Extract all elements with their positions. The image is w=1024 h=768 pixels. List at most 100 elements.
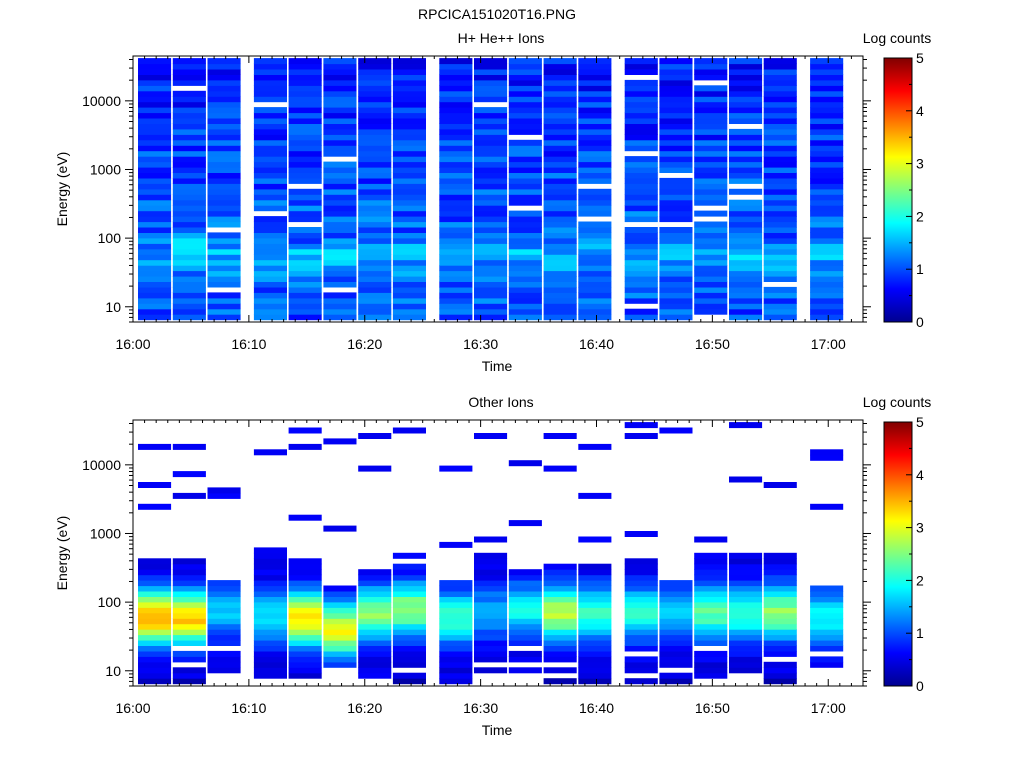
- heatmap-cell: [358, 672, 392, 679]
- heatmap-cell: [474, 596, 508, 603]
- heatmap-cell: [253, 205, 287, 212]
- heatmap-cell: [543, 74, 577, 81]
- heatmap-cell: [358, 112, 392, 119]
- heatmap-cell: [253, 667, 287, 674]
- heatmap-cell: [810, 58, 844, 65]
- heatmap-cell: [474, 58, 508, 65]
- heatmap-cell: [763, 150, 797, 157]
- heatmap-cell: [624, 90, 658, 97]
- heatmap-cell: [508, 667, 542, 674]
- heatmap-cell: [624, 596, 658, 603]
- heatmap-cell: [253, 188, 287, 195]
- heatmap-cell: [578, 672, 612, 679]
- heatmap-cell: [439, 580, 473, 587]
- heatmap-cell: [694, 607, 728, 614]
- heatmap-cell: [624, 128, 658, 135]
- heatmap-cell: [392, 112, 426, 119]
- heatmap-cell: [508, 90, 542, 97]
- heatmap-cell: [659, 237, 693, 244]
- heatmap-cell: [763, 591, 797, 597]
- heatmap-cell: [694, 150, 728, 157]
- heatmap-cell: [474, 177, 508, 184]
- heatmap-cell: [207, 134, 241, 141]
- heatmap-cell: [763, 63, 797, 70]
- heatmap-cell: [729, 85, 763, 92]
- heatmap-cell: [508, 601, 542, 608]
- heatmap-cell: [659, 216, 693, 223]
- heatmap-cell: [288, 629, 322, 636]
- heatmap-cell: [323, 118, 357, 124]
- heatmap-cell: [288, 237, 322, 244]
- heatmap-cell: [138, 85, 172, 92]
- heatmap-cell: [253, 591, 287, 597]
- heatmap-cell: [323, 96, 357, 103]
- heatmap-cell: [323, 607, 357, 614]
- heatmap-cell: [659, 74, 693, 81]
- heatmap-cell: [729, 476, 763, 483]
- heatmap-cell: [392, 210, 426, 217]
- heatmap-cell: [323, 128, 357, 135]
- heatmap-cell: [729, 150, 763, 157]
- heatmap-cell: [474, 634, 508, 641]
- x-tick-label: 16:30: [463, 700, 498, 716]
- heatmap-cell: [659, 656, 693, 663]
- heatmap-cell: [624, 286, 658, 293]
- heatmap-cell: [810, 276, 844, 282]
- heatmap-cell: [358, 308, 392, 315]
- heatmap-cell: [763, 183, 797, 190]
- heatmap-cell: [358, 79, 392, 86]
- heatmap-cell: [659, 107, 693, 114]
- heatmap-cell: [439, 139, 473, 146]
- heatmap-cell: [474, 640, 508, 646]
- heatmap-cell: [694, 199, 728, 206]
- heatmap-cell: [172, 90, 206, 97]
- heatmap-cell: [543, 591, 577, 597]
- heatmap-cell: [392, 118, 426, 124]
- heatmap-cell: [543, 177, 577, 184]
- heatmap-cell: [288, 232, 322, 239]
- heatmap-cell: [543, 596, 577, 603]
- heatmap-cell: [578, 227, 612, 233]
- heatmap-cell: [474, 156, 508, 163]
- heatmap-cell: [358, 303, 392, 310]
- heatmap-cell: [358, 128, 392, 135]
- heatmap-cell: [253, 134, 287, 141]
- heatmap-cell: [624, 314, 658, 321]
- heatmap-cell: [207, 139, 241, 146]
- heatmap-cell: [763, 276, 797, 282]
- heatmap-cell: [508, 69, 542, 75]
- heatmap-cell: [659, 276, 693, 282]
- heatmap-cell: [659, 167, 693, 173]
- heatmap-cell: [172, 161, 206, 168]
- heatmap-cell: [508, 118, 542, 124]
- heatmap-cell: [358, 177, 392, 184]
- heatmap-cell: [358, 123, 392, 130]
- heatmap-cell: [288, 118, 322, 124]
- heatmap-cell: [207, 183, 241, 190]
- heatmap-cell: [439, 640, 473, 646]
- heatmap-cell: [543, 265, 577, 272]
- heatmap-cell: [323, 177, 357, 184]
- heatmap-cell: [358, 243, 392, 250]
- heatmap-cell: [253, 623, 287, 630]
- heatmap-cell: [729, 205, 763, 212]
- heatmap-cell: [172, 607, 206, 614]
- heatmap-cell: [543, 308, 577, 315]
- heatmap-cell: [578, 134, 612, 141]
- heatmap-cell: [694, 536, 728, 543]
- heatmap-cell: [358, 281, 392, 288]
- heatmap-cell: [694, 640, 728, 646]
- heatmap-cell: [288, 216, 322, 223]
- heatmap-cell: [207, 596, 241, 603]
- heatmap-cell: [543, 63, 577, 70]
- heatmap-cell: [729, 629, 763, 636]
- heatmap-cell: [207, 270, 241, 277]
- heatmap-cell: [578, 139, 612, 146]
- heatmap-cell: [543, 569, 577, 576]
- heatmap-cell: [578, 596, 612, 603]
- heatmap-cell: [253, 563, 287, 570]
- heatmap-cell: [578, 634, 612, 641]
- heatmap-cell: [207, 101, 241, 108]
- heatmap-cell: [729, 156, 763, 163]
- heatmap-cell: [358, 199, 392, 206]
